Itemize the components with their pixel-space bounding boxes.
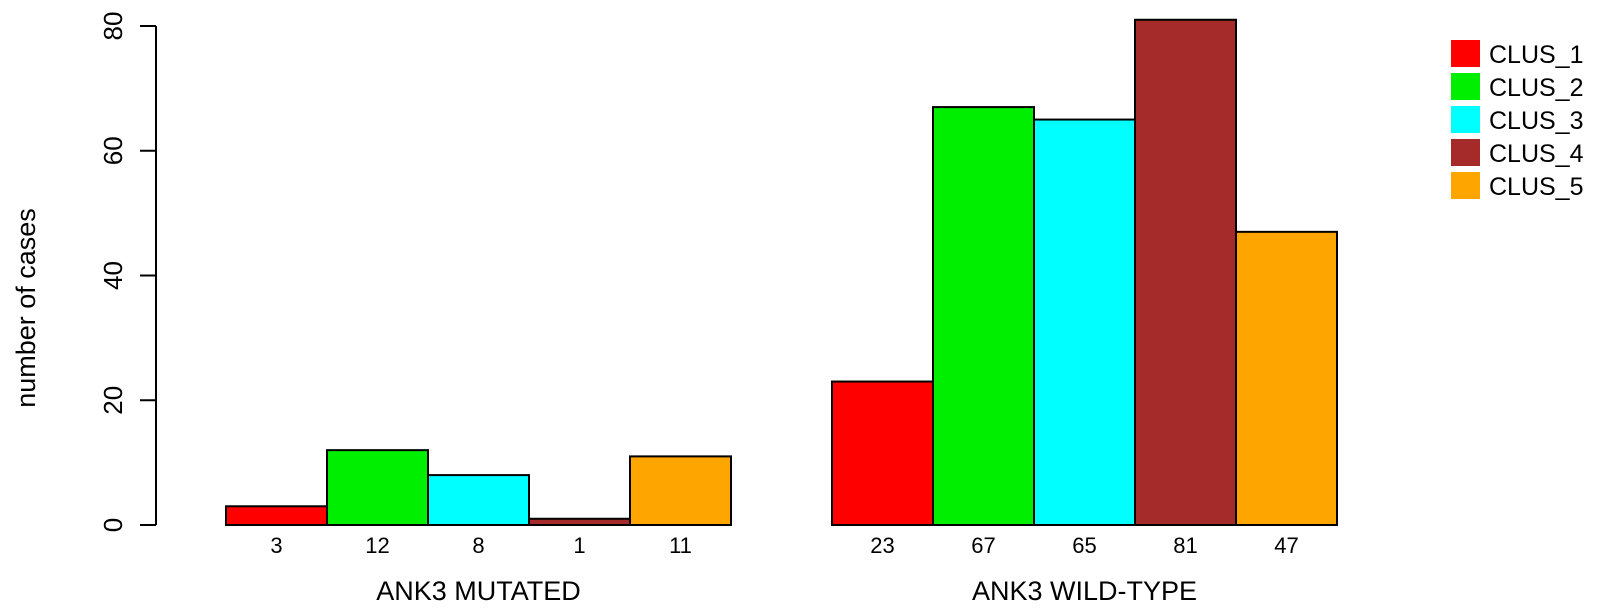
bar <box>326 449 429 526</box>
group-label: ANK3 MUTATED <box>376 576 581 606</box>
group-labels: ANK3 MUTATED ANK3 WILD-TYPE <box>376 576 1197 606</box>
y-tick-label: 40 <box>98 261 128 290</box>
legend-swatch <box>1451 40 1480 67</box>
bar-value-label: 23 <box>870 533 894 558</box>
legend-entry-label: CLUS_5 <box>1489 173 1584 201</box>
y-tick-label: 80 <box>98 12 128 41</box>
bar-value-label: 12 <box>365 533 389 558</box>
bar <box>427 474 530 527</box>
bar-value-label: 1 <box>573 533 585 558</box>
legend-swatch <box>1451 73 1480 100</box>
bar <box>629 455 732 527</box>
bar <box>831 380 934 526</box>
bar-value-label: 11 <box>669 533 692 558</box>
bar-value-label: 3 <box>270 533 282 558</box>
y-tick-label: 20 <box>98 386 128 415</box>
legend-swatch <box>1451 106 1480 133</box>
y-axis: 0 20 40 60 80 <box>98 12 157 532</box>
bars <box>225 18 1338 527</box>
bar <box>1033 118 1136 526</box>
bar-value-label: 81 <box>1173 533 1197 558</box>
legend-entry-label: CLUS_1 <box>1489 41 1584 69</box>
bar <box>1134 18 1237 526</box>
bar <box>528 517 631 527</box>
bar-value-label: 8 <box>472 533 484 558</box>
y-tick-label: 60 <box>98 136 128 165</box>
y-tick-label: 0 <box>98 518 128 532</box>
legend-entry-label: CLUS_2 <box>1489 74 1584 102</box>
group-label: ANK3 WILD-TYPE <box>972 576 1197 606</box>
legend-swatch <box>1451 172 1480 199</box>
bar <box>1235 230 1338 526</box>
bar-value-label: 65 <box>1072 533 1096 558</box>
bar <box>225 505 328 527</box>
legend-entry-label: CLUS_3 <box>1489 107 1584 135</box>
y-axis-title: number of cases <box>11 208 41 408</box>
legend: CLUS_1 CLUS_2 CLUS_3 CLUS_4 CLUS_5 <box>1451 40 1584 201</box>
bar <box>932 106 1035 527</box>
bar-value-label: 67 <box>971 533 995 558</box>
bar-value-label: 47 <box>1274 533 1298 558</box>
legend-entry-label: CLUS_4 <box>1489 140 1584 168</box>
value-labels: 3 12 8 1 11 23 67 65 81 47 <box>270 533 1298 558</box>
legend-swatch <box>1451 139 1480 166</box>
